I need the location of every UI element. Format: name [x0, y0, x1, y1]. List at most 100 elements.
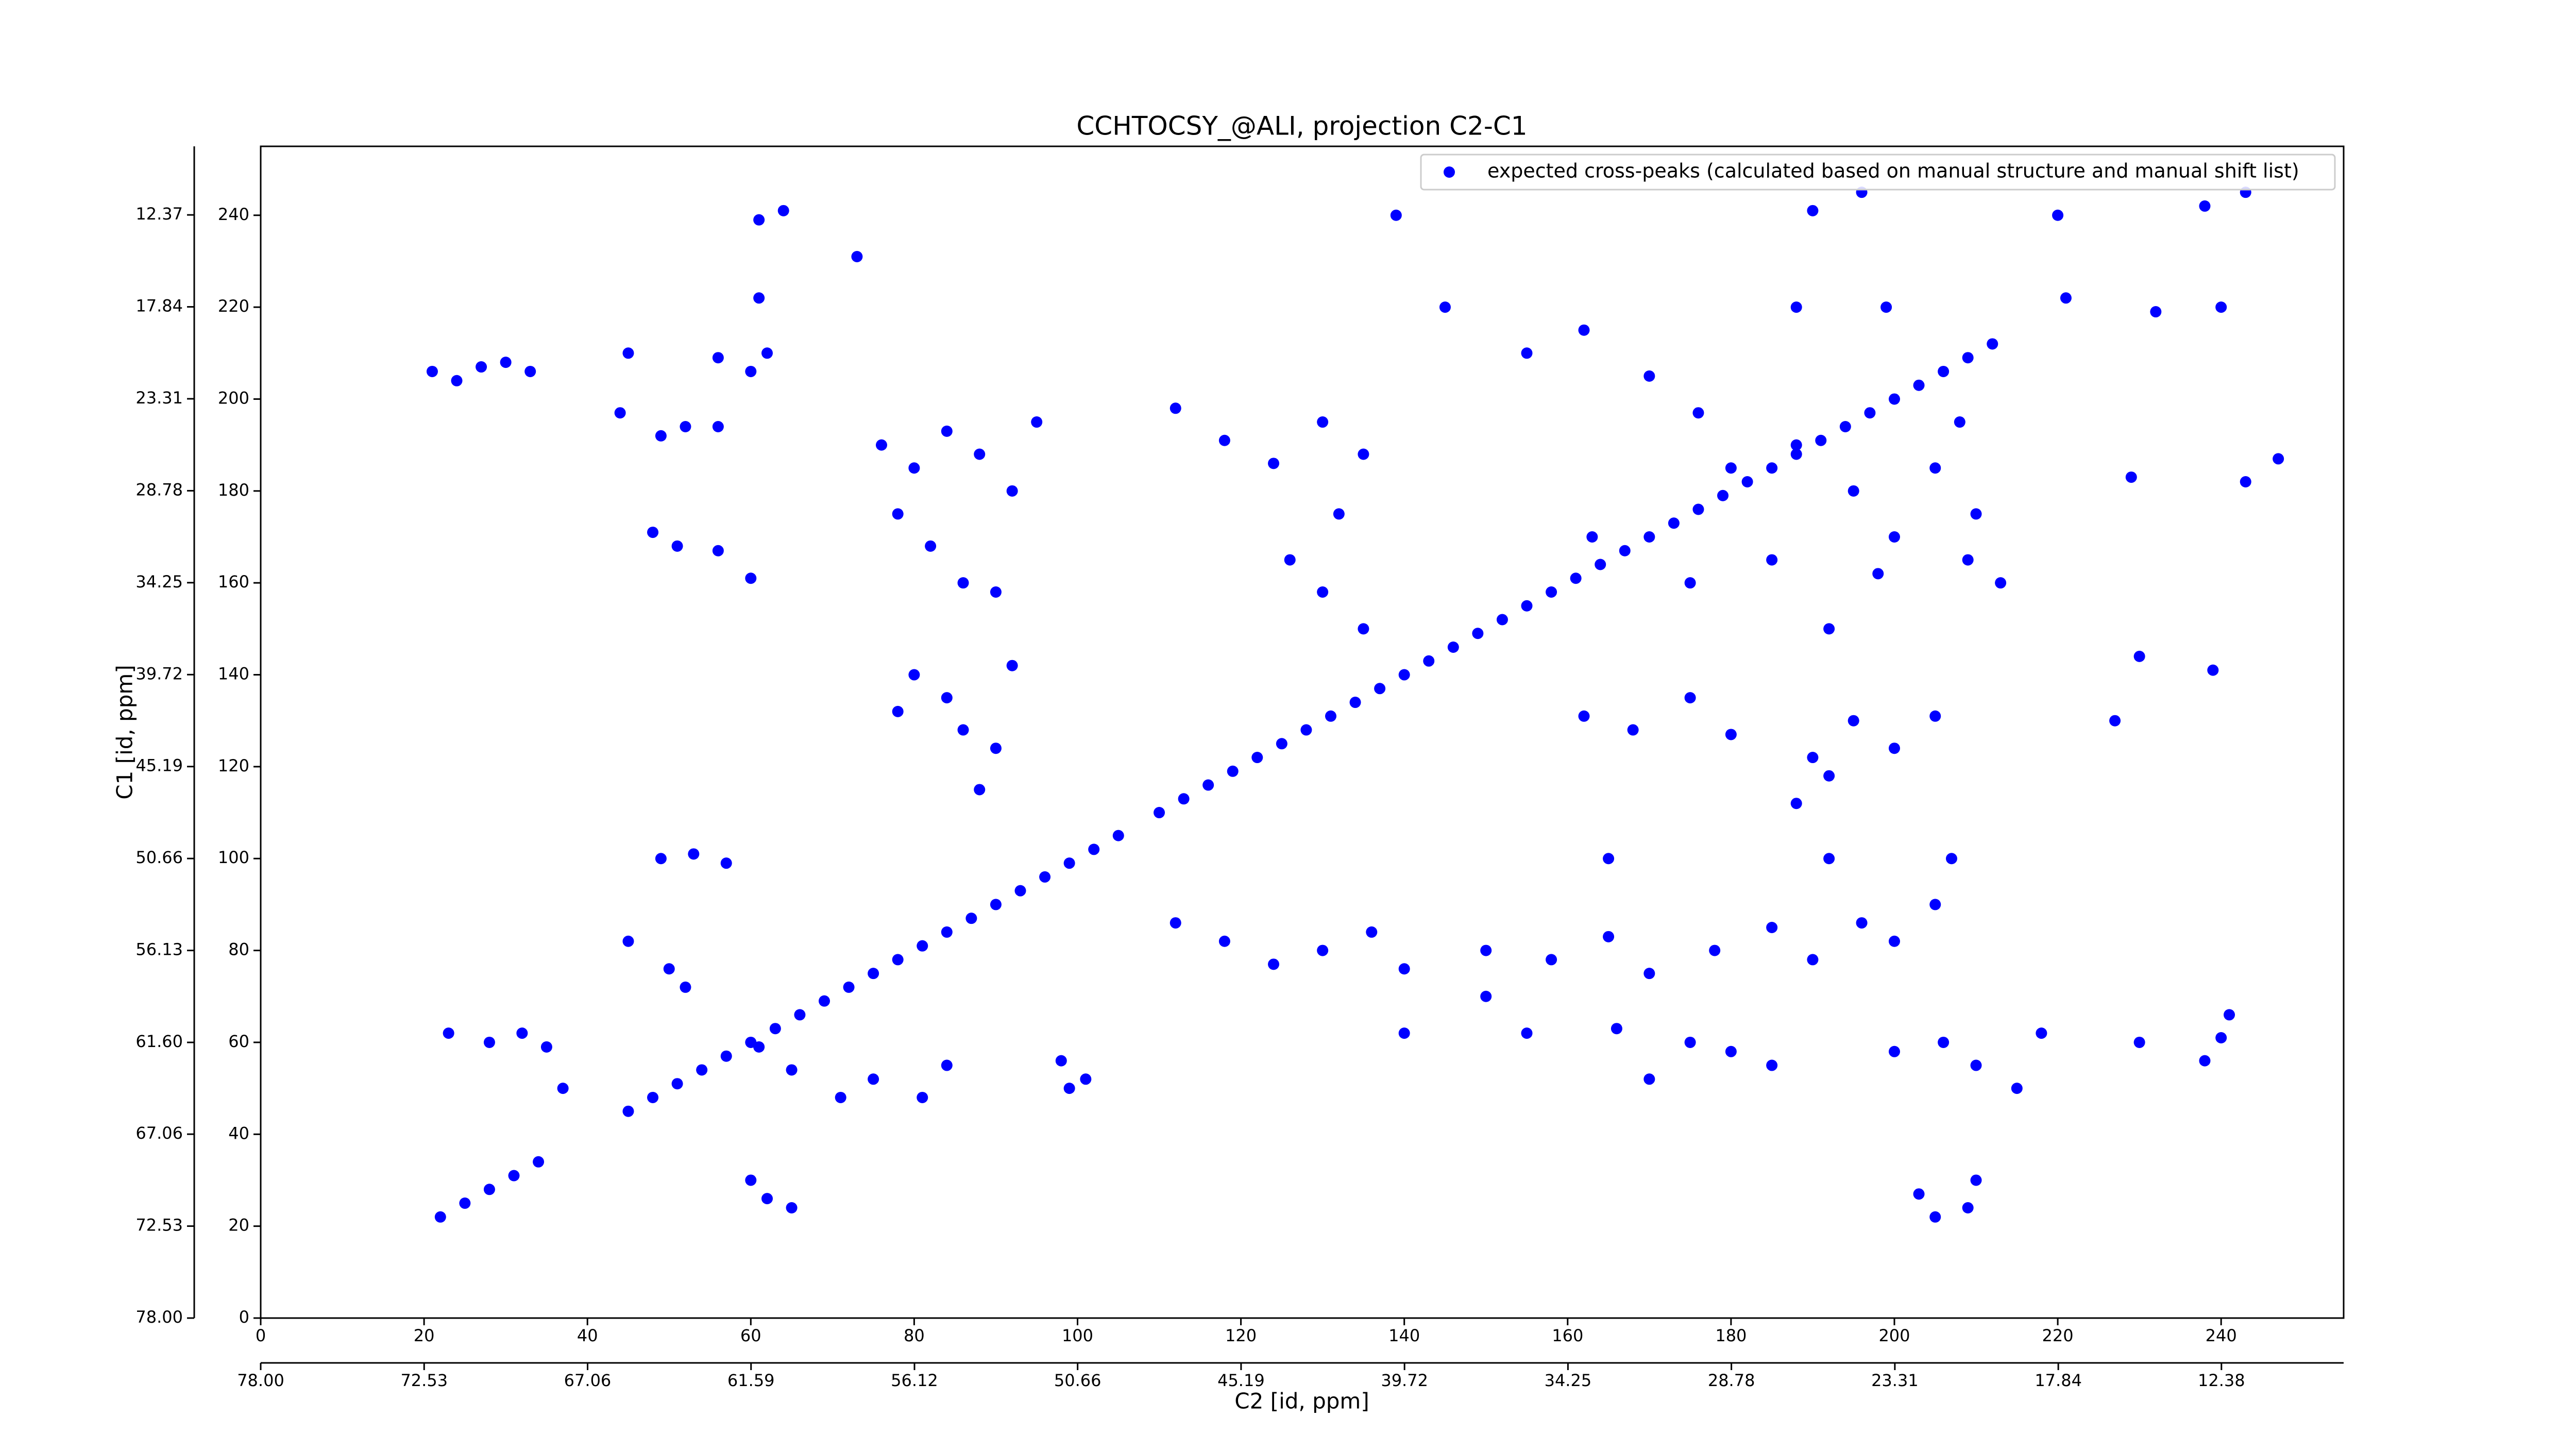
- cross-peak: [1251, 752, 1263, 764]
- legend-marker: [1444, 166, 1455, 178]
- cross-peak: [745, 1174, 757, 1186]
- cross-peak: [1268, 958, 1280, 970]
- cross-peak: [1643, 531, 1655, 543]
- y2-tick-label: 39.72: [135, 664, 183, 683]
- y-tick-label: 140: [218, 664, 249, 684]
- cross-peak: [1333, 508, 1345, 520]
- y2-tick-label: 45.19: [135, 756, 183, 775]
- cross-peak: [1358, 448, 1369, 460]
- y-tick-label: 180: [218, 480, 249, 500]
- cross-peak: [1170, 917, 1181, 929]
- cross-peak: [1643, 1073, 1655, 1085]
- cross-peak: [1929, 462, 1941, 474]
- x-tick-label: 60: [740, 1326, 761, 1345]
- cross-peak: [2150, 306, 2162, 318]
- x2-tick-label: 50.66: [1054, 1371, 1101, 1390]
- cross-peak: [835, 1091, 846, 1103]
- cross-peak: [516, 1027, 528, 1039]
- cross-peak: [1668, 517, 1680, 529]
- cross-peak: [1938, 365, 1950, 377]
- y-tick-label: 100: [218, 848, 249, 867]
- cross-peak: [1447, 642, 1459, 653]
- x-tick-label: 120: [1225, 1326, 1257, 1345]
- cross-peak: [1080, 1073, 1092, 1085]
- cross-peak: [1268, 458, 1280, 469]
- cross-peak: [1684, 1036, 1696, 1048]
- cross-peak: [1423, 655, 1435, 667]
- cross-peak: [851, 251, 863, 263]
- cross-peak: [1766, 554, 1778, 566]
- cross-peak: [1398, 1027, 1410, 1039]
- cross-peak: [1063, 857, 1075, 869]
- cross-peak: [761, 347, 773, 359]
- plot-frame: [260, 145, 2345, 1319]
- cross-peak: [761, 1193, 773, 1205]
- cross-peak: [1962, 352, 1974, 364]
- cross-peak: [2060, 292, 2072, 304]
- cross-peak: [1790, 301, 1802, 313]
- cross-peak: [1864, 407, 1876, 419]
- cross-peak: [1358, 623, 1369, 635]
- cross-peak: [2215, 1032, 2227, 1044]
- y-axis-label: C1 [id, ppm]: [112, 665, 138, 799]
- cross-peak: [1178, 793, 1190, 805]
- y-tick-label: 60: [228, 1032, 249, 1051]
- cross-peak: [786, 1202, 798, 1213]
- legend-box: [1420, 154, 2336, 191]
- cross-peak: [786, 1064, 798, 1076]
- cross-peak: [1725, 1045, 1737, 1057]
- cross-peak: [1970, 508, 1982, 520]
- cross-peak: [1790, 448, 1802, 460]
- x-axis-label: C2 [id, ppm]: [1234, 1389, 1369, 1414]
- cross-peak: [508, 1170, 520, 1182]
- cross-peak: [1692, 407, 1704, 419]
- cross-peak: [1480, 990, 1492, 1002]
- cross-peak: [647, 527, 659, 538]
- cross-peak: [1349, 697, 1361, 708]
- x2-tick-label: 34.25: [1545, 1371, 1592, 1390]
- cross-peak: [1088, 843, 1100, 855]
- cross-peak: [1006, 485, 1018, 497]
- cross-peak: [1766, 462, 1778, 474]
- cross-peak: [1954, 416, 1965, 428]
- cross-peak: [1063, 1083, 1075, 1094]
- cross-peak: [1839, 420, 1851, 432]
- cross-peak: [680, 420, 691, 432]
- cross-peak: [917, 940, 928, 952]
- cross-peak: [974, 784, 986, 796]
- y-tick-label: 220: [218, 296, 249, 316]
- x-tick-label: 80: [904, 1326, 925, 1345]
- x2-tick-label: 72.53: [400, 1371, 448, 1390]
- cross-peak: [1684, 577, 1696, 589]
- x2-tick-label: 78.00: [237, 1371, 284, 1390]
- cross-peak: [745, 365, 757, 377]
- y2-tick-label: 78.00: [135, 1307, 183, 1327]
- cross-peak: [941, 425, 953, 437]
- cross-peak: [1823, 623, 1835, 635]
- cross-peak: [671, 1078, 683, 1090]
- cross-peak: [1398, 963, 1410, 975]
- x-tick-label: 20: [414, 1326, 435, 1345]
- x-tick-label: 0: [256, 1326, 266, 1345]
- cross-peak: [1472, 628, 1484, 639]
- cross-peak: [2125, 471, 2137, 483]
- cross-peak: [875, 439, 887, 451]
- cross-peak: [1603, 931, 1615, 942]
- cross-peak: [1570, 572, 1582, 584]
- cross-peak: [769, 1023, 781, 1035]
- x2-tick-label: 67.06: [564, 1371, 612, 1390]
- cross-peak: [434, 1211, 446, 1223]
- y-tick-label: 120: [218, 756, 249, 775]
- x2-tick-label: 23.31: [1871, 1371, 1919, 1390]
- cross-peak: [941, 1059, 953, 1071]
- cross-peak: [1684, 692, 1696, 704]
- cross-peak: [957, 577, 969, 589]
- cross-peak: [941, 926, 953, 938]
- cross-peak: [1790, 798, 1802, 809]
- cross-peak: [843, 981, 855, 993]
- cross-peak: [777, 205, 789, 216]
- cross-peak: [1741, 476, 1753, 487]
- x-tick-label: 160: [1552, 1326, 1583, 1345]
- cross-peak: [426, 365, 438, 377]
- cross-peak: [1480, 944, 1492, 956]
